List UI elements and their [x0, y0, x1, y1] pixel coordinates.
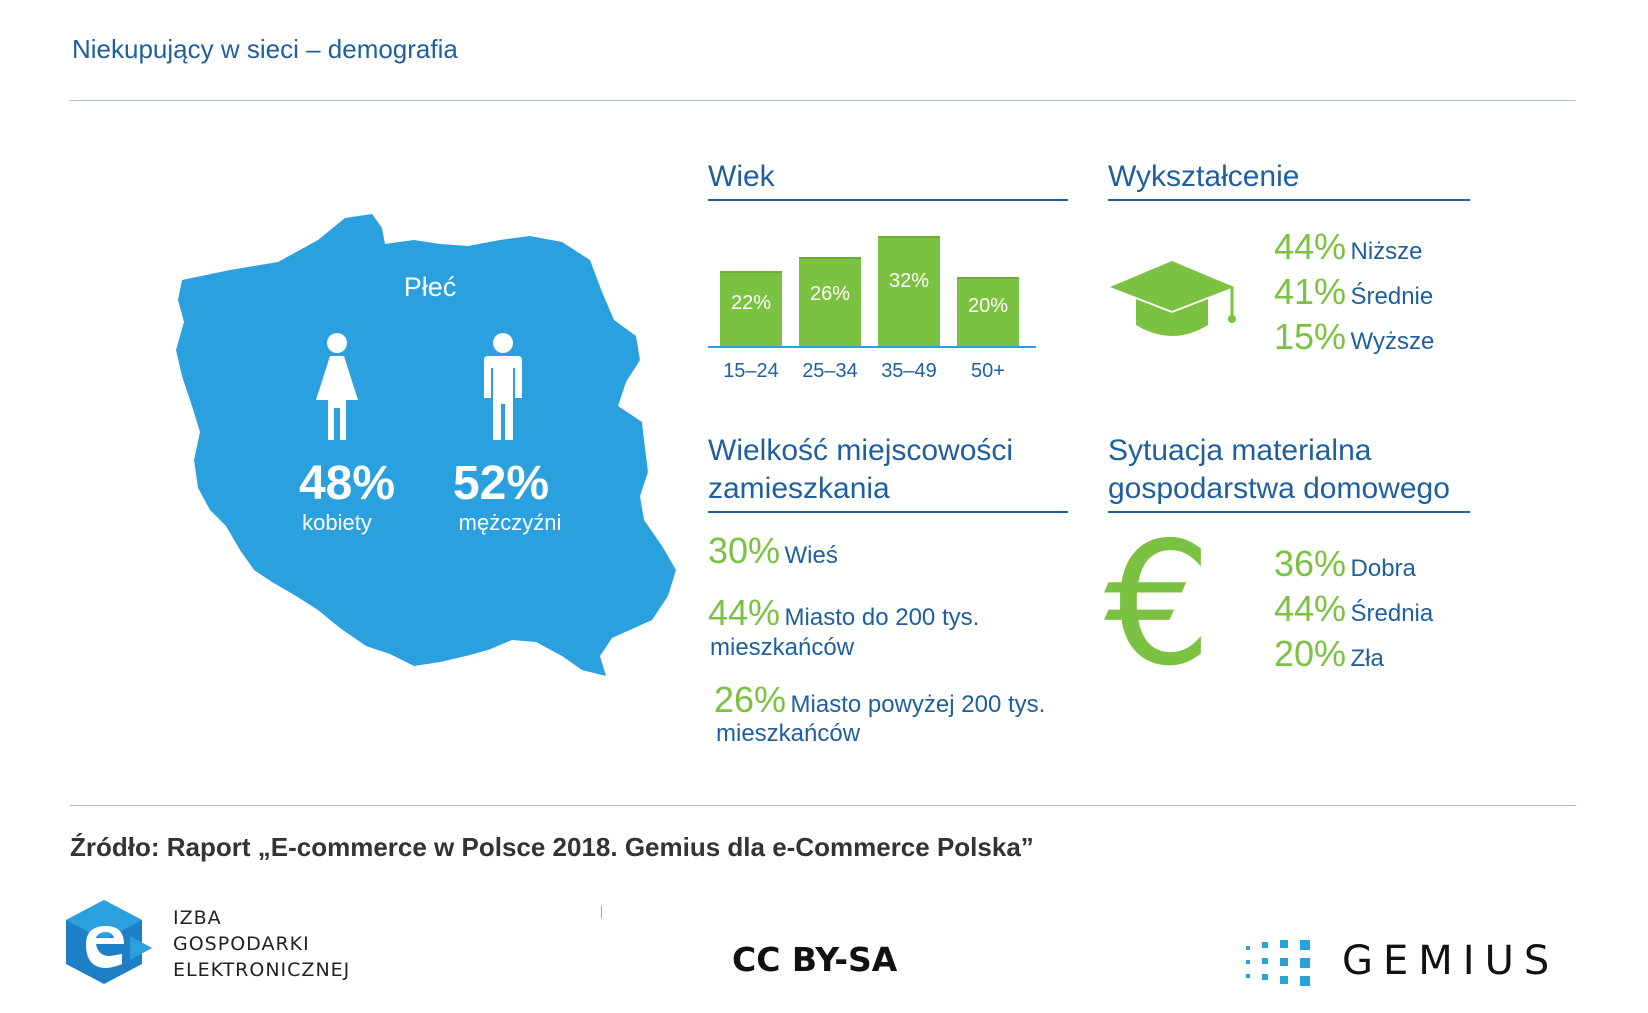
- euro-icon: €: [1104, 506, 1213, 704]
- age-axis-line: [708, 346, 1036, 348]
- material-heading-rule: [1108, 511, 1470, 513]
- town-item-line2: mieszkańców: [710, 634, 855, 661]
- man-icon: [484, 333, 522, 440]
- material-item: 44% Średnia: [1274, 588, 1434, 629]
- age-bar: 22%: [720, 271, 782, 346]
- education-heading-rule: [1108, 199, 1470, 201]
- men-label: mężczyźni: [458, 510, 562, 535]
- town-item: 30% Wieś: [708, 530, 838, 571]
- material-heading-line1: Sytuacja materialna: [1108, 434, 1372, 467]
- gemius-wordmark: GEMIUS: [1342, 938, 1560, 984]
- age-heading: Wiek: [708, 160, 775, 193]
- izba-line3: ELEKTRONICZNEJ: [173, 959, 351, 981]
- men-pct: 52%: [452, 457, 550, 510]
- age-bar: 32%: [878, 236, 940, 346]
- women-label: kobiety: [302, 510, 372, 535]
- izba-line1: IZBA: [173, 907, 222, 929]
- bottom-divider: [70, 805, 1576, 806]
- poland-map: [176, 214, 676, 676]
- age-bar-value: 32%: [888, 270, 930, 292]
- izba-logo-icon: [66, 900, 152, 984]
- town-item: 44% Miasto do 200 tys.: [708, 592, 980, 633]
- age-bar: 26%: [799, 257, 861, 346]
- town-item-line2: mieszkańców: [716, 720, 861, 747]
- age-tick-label: 35–49: [881, 360, 937, 382]
- graduation-cap-icon: [1110, 261, 1236, 336]
- education-item: 44% Niższe: [1274, 226, 1423, 267]
- education-heading: Wykształcenie: [1108, 160, 1300, 193]
- material-heading-line2: gospodarstwa domowego: [1108, 472, 1450, 505]
- age-bar: 20%: [957, 277, 1019, 346]
- age-bar-value: 20%: [967, 295, 1009, 317]
- gender-heading: Płeć: [403, 272, 457, 302]
- izba-line2: GOSPODARKI: [173, 933, 310, 955]
- age-tick-label: 50+: [971, 360, 1005, 382]
- top-divider: [70, 100, 1576, 101]
- age-tick-label: 25–34: [802, 360, 858, 382]
- town-heading-rule: [708, 511, 1068, 513]
- age-bar-value: 26%: [809, 283, 851, 305]
- woman-icon: [316, 333, 358, 440]
- education-item: 41% Średnie: [1274, 271, 1434, 312]
- material-item: 36% Dobra: [1274, 543, 1416, 584]
- map-shape: [176, 214, 676, 676]
- source-text: Źródło: Raport „E-commerce w Polsce 2018…: [70, 832, 1034, 862]
- age-heading-rule: [708, 199, 1068, 201]
- town-heading-line1: Wielkość miejscowości: [708, 434, 1014, 467]
- town-item: 26% Miasto powyżej 200 tys.: [714, 679, 1046, 720]
- age-chart: 22% 15–24 26% 25–34 32% 35–49 20% 50+: [708, 210, 1038, 382]
- gemius-dots-icon: [1246, 940, 1310, 986]
- age-bar-value: 22%: [730, 292, 772, 314]
- age-tick-label: 15–24: [723, 360, 779, 382]
- material-item: 20% Zła: [1274, 633, 1384, 674]
- town-heading-line2: zamieszkania: [708, 472, 890, 505]
- women-pct: 48%: [298, 457, 396, 510]
- license-label: CC BY-SA: [732, 940, 898, 979]
- education-item: 15% Wyższe: [1274, 316, 1435, 357]
- page-title: Niekupujący w sieci – demografia: [72, 34, 458, 64]
- footer-separator: [601, 906, 602, 918]
